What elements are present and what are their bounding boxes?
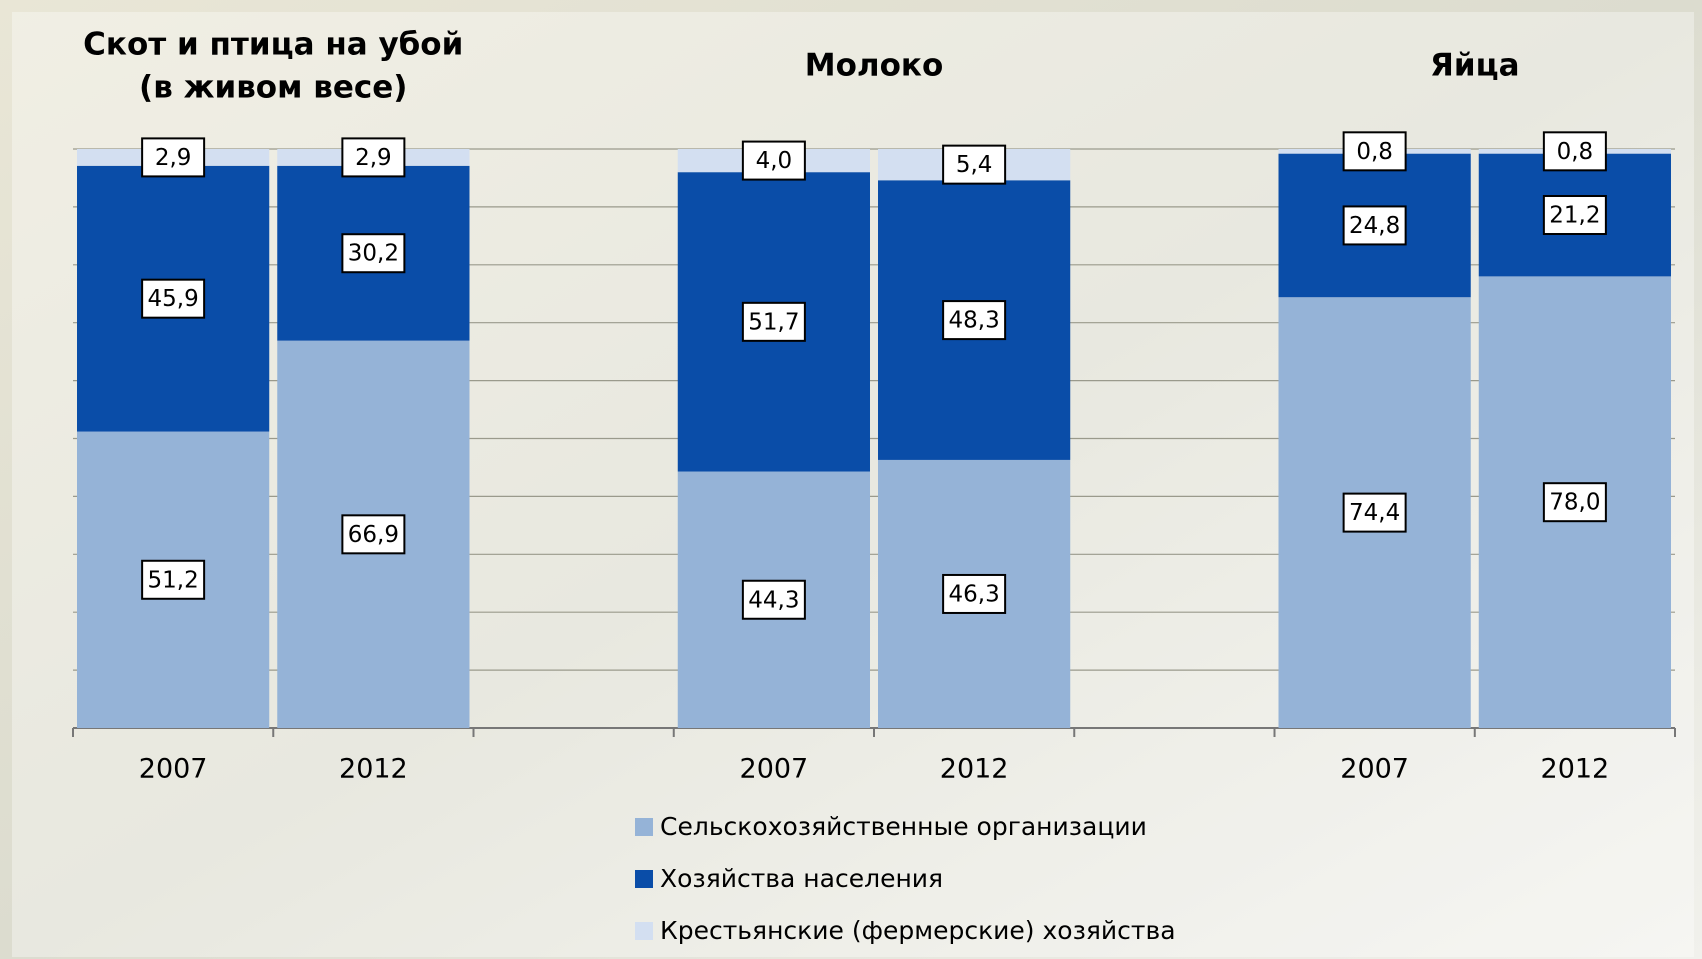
value-label: 74,4	[1349, 500, 1400, 526]
value-label: 30,2	[348, 241, 399, 267]
value-label: 45,9	[148, 286, 199, 312]
value-label: 51,2	[148, 567, 199, 593]
value-label: 78,0	[1549, 490, 1600, 516]
value-label: 44,3	[748, 587, 799, 613]
group-title: Яйца	[1430, 48, 1520, 84]
value-label: 21,2	[1549, 203, 1600, 229]
value-label: 24,8	[1349, 213, 1400, 239]
value-label-box	[741, 301, 806, 342]
value-label-box	[141, 278, 206, 319]
value-label-box	[1542, 131, 1607, 172]
value-label: 4,0	[756, 148, 793, 174]
legend-swatch	[635, 922, 653, 940]
value-label: 2,9	[155, 145, 192, 171]
value-label: 46,3	[949, 581, 1000, 607]
legend-label: Крестьянские (фермерские) хозяйства	[660, 916, 1176, 945]
value-label-box	[1542, 195, 1607, 236]
value-label: 5,4	[956, 152, 993, 178]
value-label: 0,8	[1356, 139, 1393, 165]
x-tick-label: 2012	[339, 754, 408, 785]
value-label-box	[942, 573, 1007, 614]
value-label-box	[1342, 131, 1407, 172]
value-label-box	[141, 137, 206, 178]
value-label-box	[341, 514, 406, 555]
x-tick-label: 2007	[740, 754, 809, 785]
value-label: 66,9	[348, 522, 399, 548]
group-title: Молоко	[805, 48, 944, 84]
legend-label: Сельскохозяйственные организации	[660, 812, 1147, 841]
value-label-box	[942, 300, 1007, 341]
value-label: 48,3	[949, 308, 1000, 334]
x-tick-label: 2012	[940, 754, 1009, 785]
value-label-box	[341, 233, 406, 274]
legend-swatch	[635, 870, 653, 888]
value-label: 0,8	[1557, 139, 1594, 165]
x-tick-label: 2007	[1340, 754, 1409, 785]
value-label: 51,7	[748, 309, 799, 335]
value-label-box	[341, 137, 406, 178]
legend-swatch	[635, 818, 653, 836]
value-label: 2,9	[355, 145, 392, 171]
x-tick-label: 2007	[139, 754, 208, 785]
group-title: (в живом весе)	[139, 70, 407, 106]
value-label-box	[1542, 482, 1607, 523]
legend-label: Хозяйства населения	[660, 864, 943, 893]
value-label-box	[1342, 205, 1407, 246]
group-title: Скот и птица на убой	[83, 27, 463, 63]
value-label-box	[942, 144, 1007, 185]
value-label-box	[1342, 492, 1407, 533]
value-label-box	[741, 140, 806, 181]
x-tick-label: 2012	[1541, 754, 1610, 785]
value-label-box	[741, 579, 806, 620]
value-label-box	[141, 559, 206, 600]
